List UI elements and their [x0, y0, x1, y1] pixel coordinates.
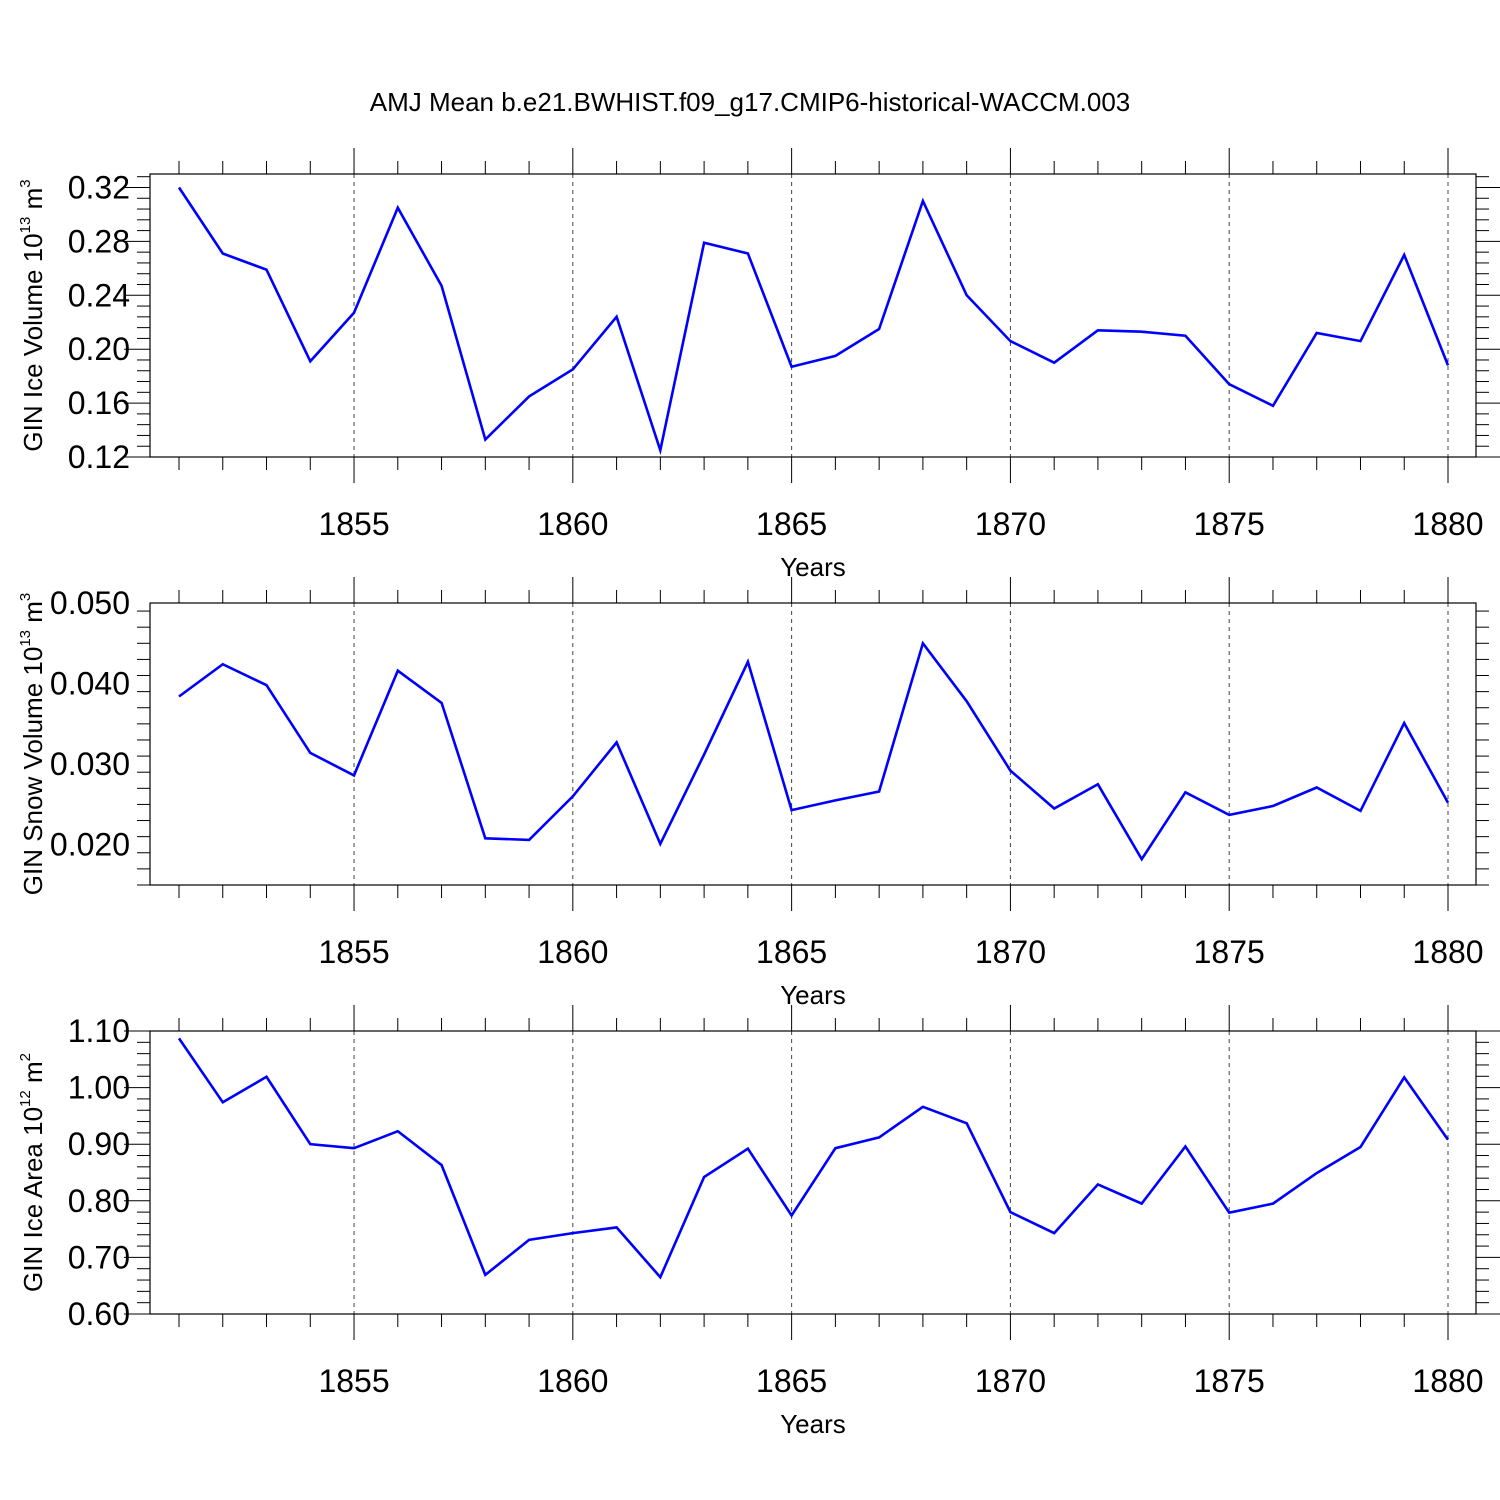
x-tick-label: 1880	[1412, 934, 1483, 970]
y-tick-label: 0.12	[68, 439, 130, 475]
y-tick-label: 0.030	[50, 746, 130, 782]
x-tick-label: 1855	[318, 934, 389, 970]
y-axis-label: GIN Snow Volume 1013 m3	[17, 593, 48, 896]
y-tick-label: 1.00	[68, 1070, 130, 1106]
y-tick-label: 0.60	[68, 1296, 130, 1332]
y-axis-label-text: GIN Ice Volume 10	[18, 233, 48, 451]
x-tick-label: 1880	[1412, 506, 1483, 542]
y-axis-label: GIN Ice Area 1012 m2	[17, 1053, 48, 1292]
y-axis-label-unit: m	[18, 1061, 48, 1090]
x-tick-label: 1855	[318, 506, 389, 542]
y-axis-label-exponent: 13	[17, 630, 34, 647]
series-line	[177, 1037, 1450, 1280]
y-tick-label: 0.20	[68, 331, 130, 367]
y-axis-label-text: GIN Ice Area 10	[18, 1107, 48, 1292]
x-tick-label: 1870	[975, 934, 1046, 970]
x-tick-label: 1860	[537, 506, 608, 542]
y-tick-label: 0.28	[68, 223, 130, 259]
x-tick-label: 1860	[537, 934, 608, 970]
chart-panel-2: 1855 1860 1865 1870 1875 1880 Years 0.020 0.030 0…	[17, 577, 1489, 1010]
y-axis-label-unit-exponent: 2	[17, 1053, 34, 1061]
y-tick-label: 0.16	[68, 385, 130, 421]
x-tick-label: 1875	[1194, 934, 1265, 970]
y-tick-label: 0.70	[68, 1239, 130, 1275]
y-tick-label: 0.32	[68, 169, 130, 205]
chart-panel-1: 1855 1860 1865 1870 1875 1880 Years 0.12 0.16 0.2…	[17, 148, 1500, 582]
x-tick-label: 1865	[756, 506, 827, 542]
chart-panel-3: 1855 1860 1865 1870 1875 1880 Years 0.60 0.70 0.8…	[17, 1005, 1500, 1439]
x-axis-label: Years	[780, 552, 846, 582]
y-axis-label-text: GIN Snow Volume 10	[18, 647, 48, 896]
x-axis-label: Years	[780, 1409, 846, 1439]
chart-title: AMJ Mean b.e21.BWHIST.f09_g17.CMIP6-hist…	[370, 87, 1131, 117]
x-tick-label: 1865	[756, 1363, 827, 1399]
x-tick-label: 1880	[1412, 1363, 1483, 1399]
x-tick-label: 1855	[318, 1363, 389, 1399]
x-tick-label: 1875	[1194, 506, 1265, 542]
x-tick-label: 1865	[756, 934, 827, 970]
x-tick-label: 1870	[975, 1363, 1046, 1399]
series-line	[178, 640, 1450, 862]
plot-frame	[149, 602, 1477, 886]
y-axis-label-unit: m	[18, 601, 48, 630]
y-axis-label-exponent: 13	[17, 217, 34, 234]
x-tick-label: 1870	[975, 506, 1046, 542]
plot-frame	[149, 173, 1477, 458]
chart-panels: 1855 1860 1865 1870 1875 1880 Years 0.12 0.16 0.2…	[17, 148, 1500, 1439]
y-axis-label-exponent: 12	[17, 1090, 34, 1107]
y-tick-label: 0.020	[50, 827, 130, 863]
y-tick-label: 0.90	[68, 1126, 130, 1162]
y-axis-label-unit-exponent: 3	[17, 179, 34, 187]
y-tick-label: 1.10	[68, 1013, 130, 1049]
y-axis-label-unit-exponent: 3	[17, 593, 34, 601]
y-axis-label-unit: m	[18, 188, 48, 217]
y-tick-label: 0.040	[50, 666, 130, 702]
plot-frame	[149, 1030, 1477, 1315]
series-line	[177, 186, 1450, 456]
x-axis-label: Years	[780, 980, 846, 1010]
y-tick-label: 0.050	[50, 585, 130, 621]
x-tick-label: 1860	[537, 1363, 608, 1399]
x-tick-label: 1875	[1194, 1363, 1265, 1399]
y-axis-label: GIN Ice Volume 1013 m3	[17, 179, 48, 451]
y-tick-label: 0.80	[68, 1183, 130, 1219]
y-tick-label: 0.24	[68, 277, 130, 313]
